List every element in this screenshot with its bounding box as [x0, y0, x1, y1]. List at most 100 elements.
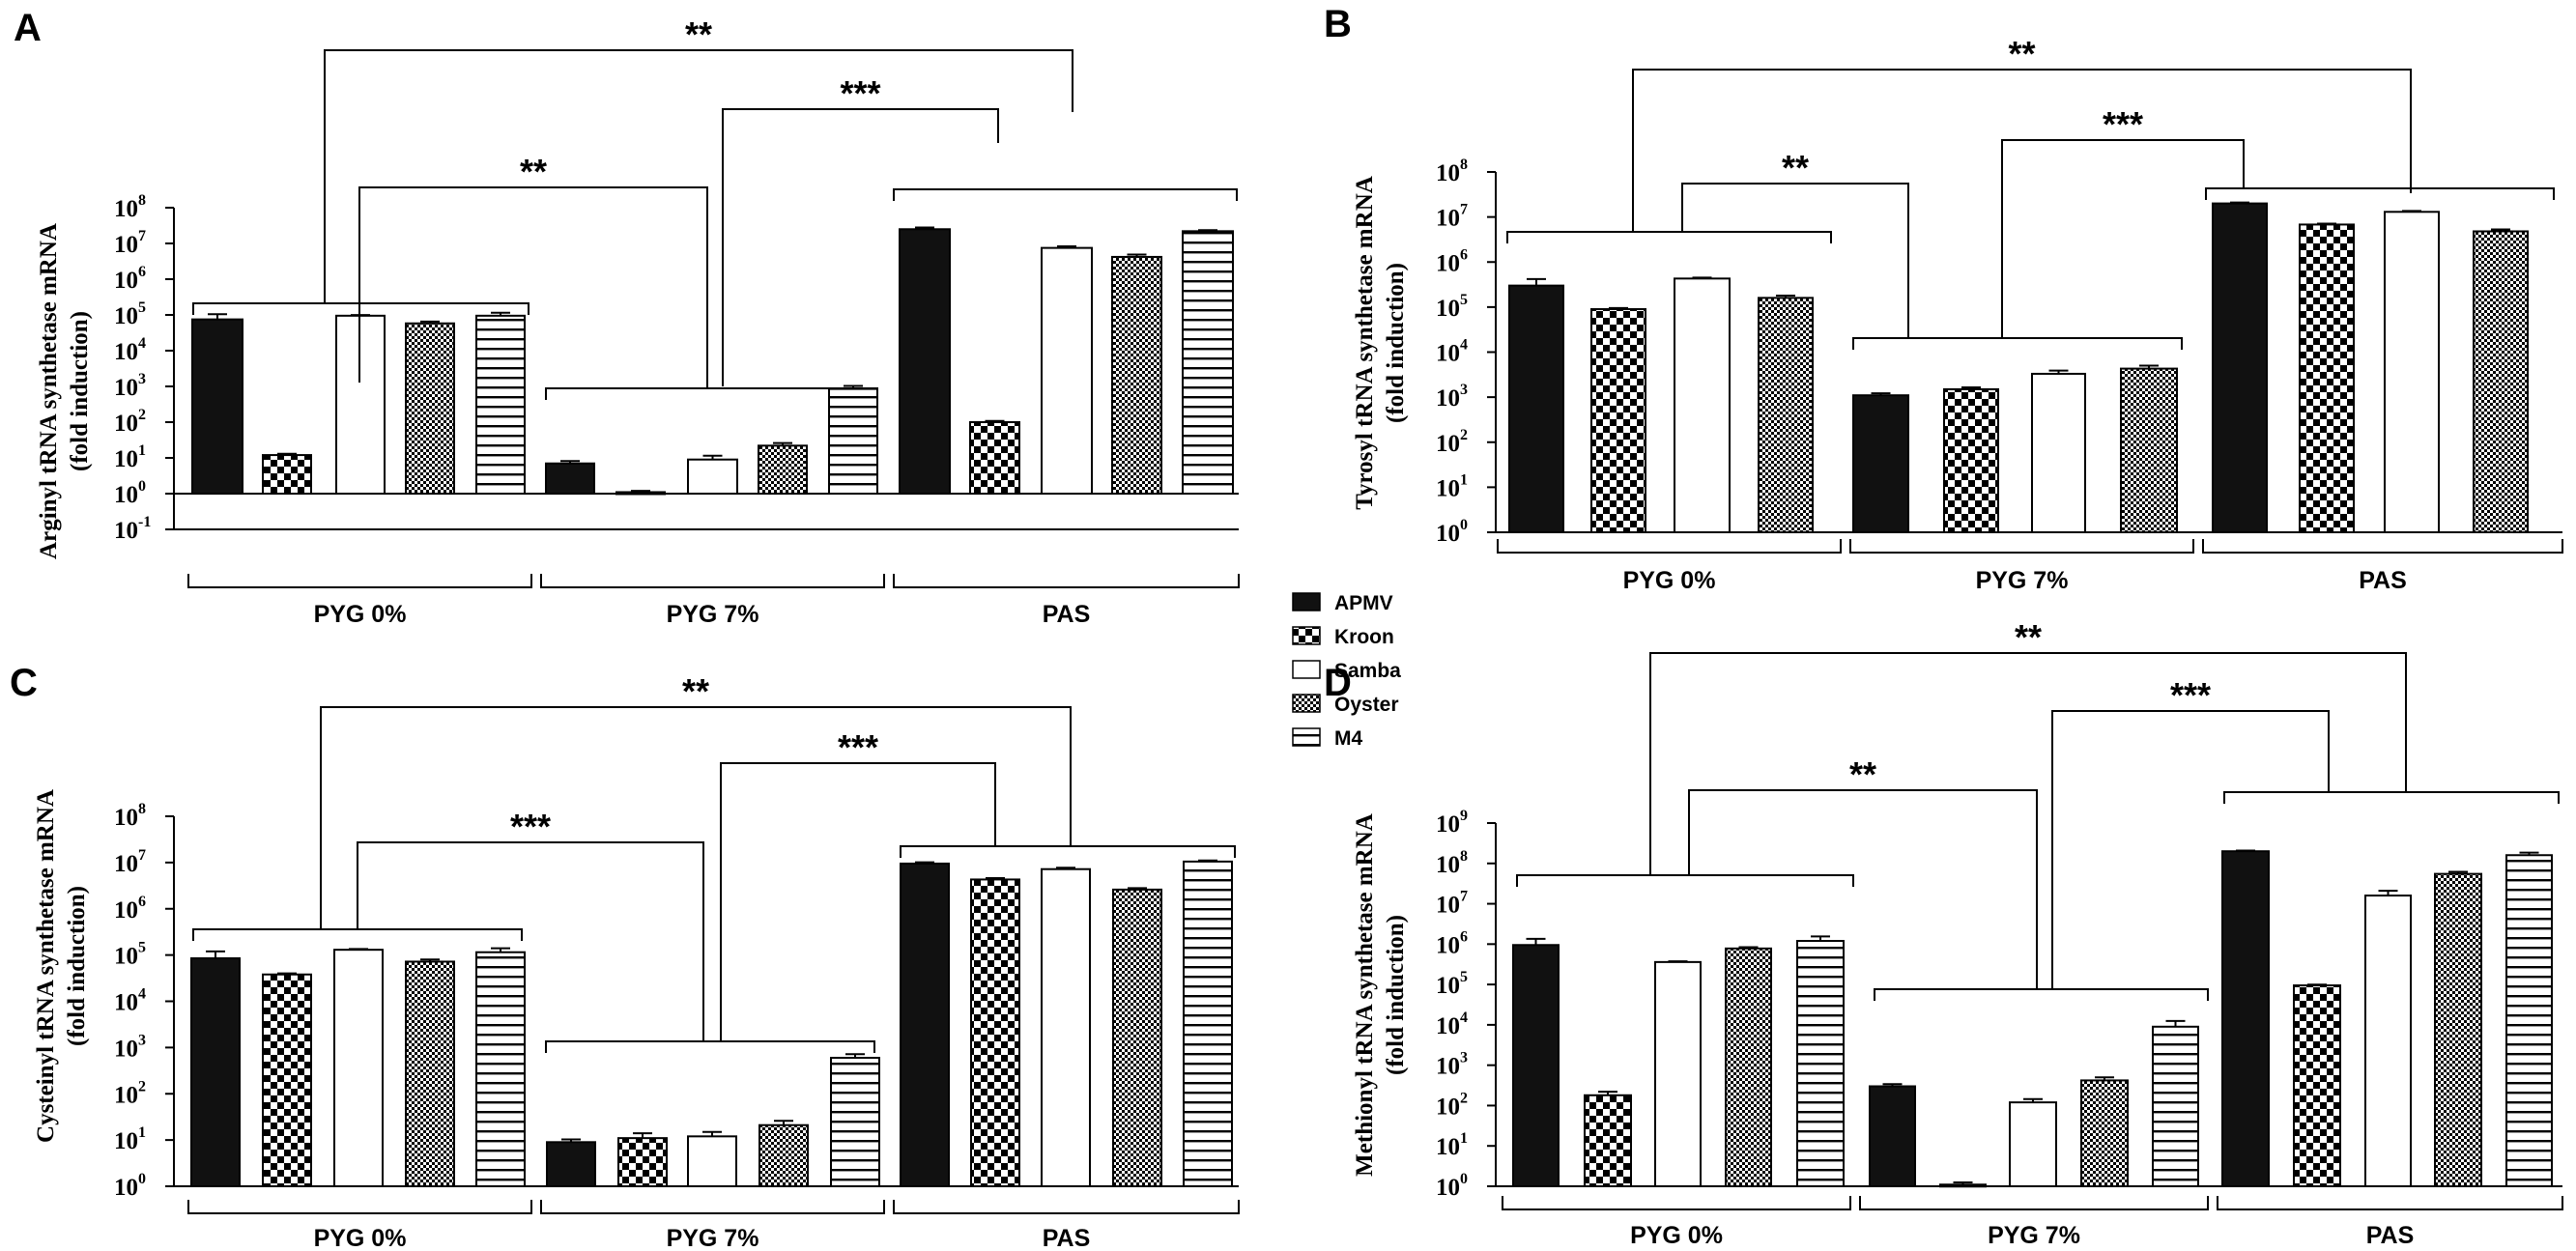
- significance-bracket: [1632, 69, 2412, 232]
- group-bracket: [900, 845, 1236, 858]
- bar-apmv: [899, 228, 951, 495]
- bar-apmv: [1508, 284, 1564, 533]
- panel-a: A Arginyl tRNA synthetase mRNA (fold induc…: [14, 7, 1240, 628]
- y-tick-label: 101: [1436, 1130, 1468, 1160]
- bar-kroon: [969, 421, 1020, 495]
- group-label: PAS: [2359, 567, 2407, 594]
- significance-bracket: [358, 186, 708, 388]
- y-axis-label: Tyrosyl tRNA synthetase mRNA (fold induct…: [1352, 176, 1409, 510]
- bar-kroon: [2293, 984, 2341, 1187]
- legend-label-m4: M4: [1334, 727, 1362, 750]
- bar-kroon: [262, 454, 312, 495]
- legend-swatch-kroon: [1292, 626, 1321, 645]
- group-label: PYG 0%: [1623, 567, 1716, 594]
- bar-samba: [1654, 960, 1702, 1188]
- legend-label-kroon: Kroon: [1334, 626, 1394, 648]
- group-underline: [1859, 1196, 2209, 1210]
- panel-letter: C: [10, 662, 38, 704]
- y-axis-label-line1: Cysteinyl tRNA synthetase mRNA: [33, 789, 59, 1143]
- legend-label-apmv: APMV: [1334, 592, 1393, 614]
- group-label: PYG 0%: [314, 601, 407, 628]
- y-tick-label: 100: [1436, 517, 1468, 547]
- group-label: PAS: [1043, 1225, 1091, 1251]
- y-tick-label: 102: [1436, 1090, 1468, 1120]
- bar-samba: [1674, 277, 1731, 533]
- bar-m4: [1796, 940, 1845, 1188]
- significance-bracket: [1649, 652, 2407, 875]
- panel-b: B Tyrosyl tRNA synthetase mRNA (fold induc…: [1324, 3, 2563, 594]
- significance-bracket: [1681, 183, 1909, 338]
- y-tick-label: 107: [114, 847, 146, 877]
- bar-oyster: [1725, 947, 1772, 1187]
- bar-m4: [830, 1056, 880, 1187]
- group-bracket: [2205, 187, 2555, 200]
- significance-bracket: [1688, 789, 2038, 989]
- legend-swatch-oyster: [1292, 694, 1321, 713]
- significance-bracket: [2001, 139, 2245, 338]
- significance-label: ***: [510, 807, 551, 846]
- bar-samba: [333, 949, 384, 1188]
- significance-label: ***: [840, 73, 880, 113]
- bar-m4: [475, 951, 526, 1188]
- y-tick-label: 101: [114, 1124, 146, 1154]
- y-tick-label: 106: [1436, 246, 1468, 276]
- bar-oyster: [405, 322, 455, 496]
- y-tick-label: 101: [114, 442, 146, 472]
- group-label: PYG 0%: [314, 1225, 407, 1251]
- bar-oyster: [1112, 888, 1162, 1188]
- y-tick-label: 101: [1436, 471, 1468, 501]
- legend-swatch-apmv: [1292, 592, 1321, 611]
- significance-label: ***: [2103, 104, 2143, 144]
- group-label: PAS: [1043, 601, 1091, 628]
- group-bracket: [192, 928, 523, 941]
- panel-letter: B: [1324, 3, 1352, 45]
- y-tick-label: 107: [1436, 889, 1468, 919]
- y-axis-label-line2: (fold induction): [1383, 263, 1409, 423]
- group-underline: [893, 574, 1240, 588]
- significance-bracket: [357, 841, 704, 1041]
- bar-oyster: [1758, 297, 1814, 533]
- significance-bracket: [324, 49, 1073, 303]
- y-tick-label: 104: [114, 335, 146, 365]
- bar-oyster: [2434, 872, 2482, 1188]
- bar-kroon: [262, 973, 312, 1187]
- bar-oyster: [405, 960, 455, 1187]
- group-underline: [187, 574, 532, 588]
- y-tick-label: 108: [114, 801, 146, 831]
- panel-d: D Methionyl tRNA synthetase mRNA (fold ind…: [1324, 617, 2563, 1249]
- y-tick-label: 105: [114, 940, 146, 970]
- group-underline: [540, 1200, 885, 1214]
- group-label: PYG 7%: [667, 601, 759, 628]
- bar-apmv: [1852, 394, 1909, 533]
- y-axis-label-line1: Tyrosyl tRNA synthetase mRNA: [1352, 176, 1378, 510]
- y-tick-label: 102: [114, 407, 146, 437]
- bar-apmv: [2212, 202, 2268, 533]
- bar-m4: [1182, 230, 1234, 496]
- y-tick-label: 106: [114, 894, 146, 924]
- panel-letter: A: [14, 7, 42, 49]
- bar-kroon: [617, 1137, 668, 1187]
- y-tick-label: 105: [1436, 969, 1468, 999]
- bar-samba: [687, 1135, 737, 1188]
- y-tick-label: 108: [1436, 156, 1468, 186]
- legend-label-samba: Samba: [1334, 660, 1401, 682]
- y-axis-label-line1: Methionyl tRNA synthetase mRNA: [1352, 813, 1378, 1177]
- y-axis-label: Cysteinyl tRNA synthetase mRNA (fold indu…: [33, 789, 90, 1143]
- y-tick-label: 10-1: [114, 514, 151, 544]
- bar-apmv: [545, 462, 595, 496]
- bar-oyster: [1111, 255, 1162, 496]
- bar-kroon: [615, 491, 666, 496]
- group-bracket: [545, 1040, 875, 1053]
- significance-label: **: [1849, 754, 1876, 794]
- y-tick-label: 106: [1436, 928, 1468, 958]
- group-bracket: [545, 387, 878, 400]
- y-tick-label: 108: [1436, 848, 1468, 878]
- group-underline: [2217, 1196, 2563, 1210]
- bar-apmv: [900, 862, 950, 1187]
- significance-bracket: [320, 706, 1072, 929]
- significance-label: **: [2015, 617, 2042, 657]
- bar-oyster: [2473, 230, 2529, 533]
- y-tick-label: 106: [114, 264, 146, 294]
- y-axis-label: Arginyl tRNA synthetase mRNA (fold induct…: [36, 223, 93, 559]
- bar-oyster: [2080, 1079, 2129, 1188]
